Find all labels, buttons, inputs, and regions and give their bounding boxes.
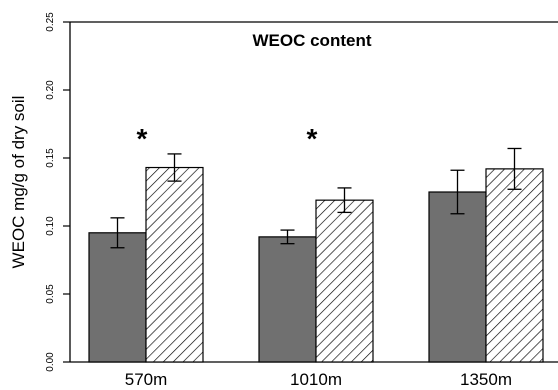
errorbar-1010m-hatched — [337, 187, 352, 214]
y-tick-label: 0.05 — [45, 284, 56, 304]
errorbar-570m-hatched — [167, 153, 182, 182]
y-tick-label: 0.15 — [45, 148, 56, 168]
bar-1350m-hatched — [485, 168, 544, 363]
y-tick-label: 0.00 — [45, 352, 56, 372]
x-tick-label-570m: 570m — [125, 370, 168, 389]
bar-1350m-solid — [428, 191, 487, 363]
errorbar-1350m-solid — [450, 169, 465, 215]
errorbar-1350m-hatched — [507, 147, 522, 190]
errorbar-1010m-solid — [280, 229, 295, 245]
bar-570m-solid — [88, 232, 147, 363]
bar-570m-hatched — [145, 166, 204, 363]
x-tick-label-1350m: 1350m — [460, 370, 512, 389]
y-tick-label: 0.10 — [45, 216, 56, 236]
y-axis: 0.00 0.05 0.10 0.15 0.20 0.25 — [45, 12, 70, 372]
significance-marker-1010m: * — [307, 123, 318, 154]
bars — [88, 166, 544, 363]
x-axis: 570m 1010m 1350m — [125, 370, 512, 389]
error-bars — [110, 147, 522, 249]
chart-title: WEOC content — [253, 31, 372, 50]
y-axis-label: WEOC mg/g of dry soil — [9, 96, 28, 269]
annotations: * * — [137, 123, 318, 154]
errorbar-570m-solid — [110, 217, 125, 249]
significance-marker-570m: * — [137, 123, 148, 154]
y-tick-label: 0.25 — [45, 12, 56, 32]
bar-1010m-hatched — [315, 199, 374, 363]
bar-1010m-solid — [258, 236, 317, 363]
x-tick-label-1010m: 1010m — [290, 370, 342, 389]
y-tick-label: 0.20 — [45, 80, 56, 100]
